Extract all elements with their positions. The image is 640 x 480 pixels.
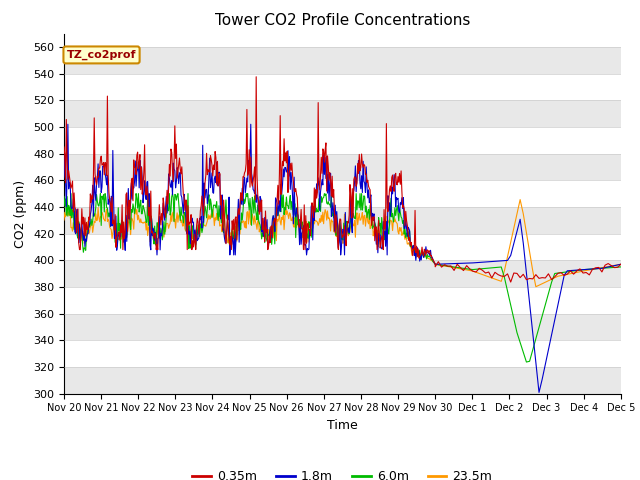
Bar: [64, 260, 621, 287]
Bar: [64, 207, 621, 234]
Bar: [64, 154, 621, 180]
X-axis label: Time: Time: [327, 419, 358, 432]
Bar: [64, 47, 621, 73]
Bar: [64, 367, 621, 394]
Legend: 0.35m, 1.8m, 6.0m, 23.5m: 0.35m, 1.8m, 6.0m, 23.5m: [188, 465, 497, 480]
Y-axis label: CO2 (ppm): CO2 (ppm): [15, 180, 28, 248]
Title: Tower CO2 Profile Concentrations: Tower CO2 Profile Concentrations: [214, 13, 470, 28]
Text: TZ_co2prof: TZ_co2prof: [67, 50, 136, 60]
Bar: [64, 100, 621, 127]
Bar: [64, 313, 621, 340]
